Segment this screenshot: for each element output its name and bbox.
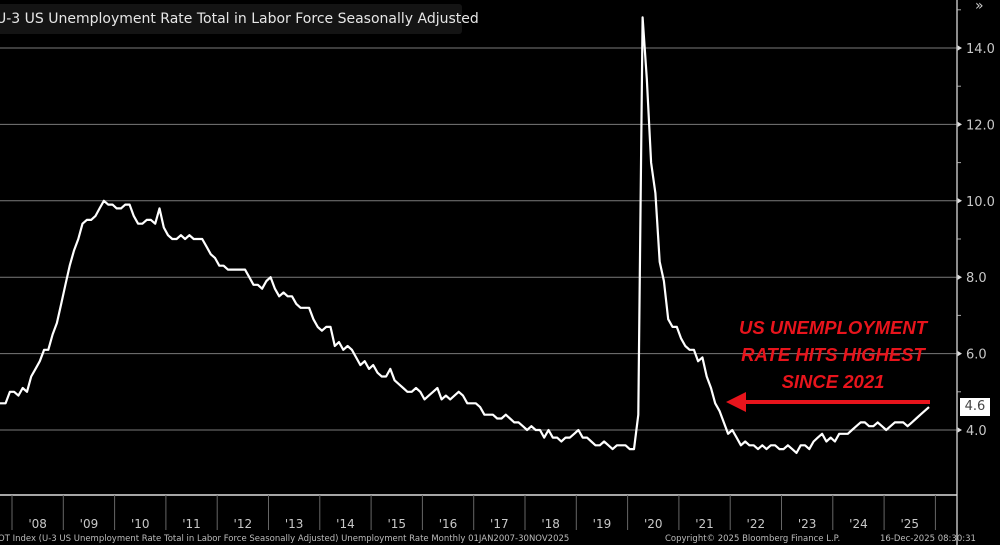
annotation-line: RATE HITS HIGHEST <box>741 344 925 365</box>
x-tick-label: '10 <box>131 517 150 531</box>
x-tick-label: '18 <box>541 517 560 531</box>
annotation-line: SINCE 2021 <box>781 371 885 392</box>
x-tick-label: '08 <box>28 517 47 531</box>
x-tick-label: '25 <box>900 517 919 531</box>
y-tick-label: 8.0 <box>966 271 987 286</box>
y-tick-label: 6.0 <box>966 348 987 363</box>
footer-source: OT Index (U-3 US Unemployment Rate Total… <box>0 534 570 544</box>
unemployment-rate-line <box>0 16 930 454</box>
x-tick-label: '17 <box>490 517 509 531</box>
x-tick-label: '13 <box>285 517 304 531</box>
y-tick-label: 10.0 <box>966 195 995 210</box>
y-tick-label: 14.0 <box>966 42 995 57</box>
y-tick-marker <box>957 427 962 433</box>
x-tick-label: '15 <box>387 517 406 531</box>
y-tick-marker <box>957 45 962 51</box>
x-tick-label: '20 <box>644 517 663 531</box>
x-tick-label: '24 <box>849 517 868 531</box>
annotation-arrowhead <box>726 392 746 412</box>
x-tick-label: '12 <box>234 517 253 531</box>
y-tick-label: 12.0 <box>966 118 995 133</box>
y-tick-marker <box>957 197 962 204</box>
chart-title: U-3 US Unemployment Rate Total in Labor … <box>0 4 479 34</box>
expand-chevrons-icon[interactable]: » <box>975 0 984 14</box>
x-tick-label: '21 <box>695 517 714 531</box>
x-tick-label: '23 <box>798 517 817 531</box>
x-tick-label: '22 <box>747 517 766 531</box>
y-tick-marker <box>957 350 962 357</box>
footer-timestamp: 16-Dec-2025 08:30:31 <box>880 534 976 544</box>
last-value-label: 4.6 <box>960 398 990 416</box>
y-tick-marker <box>957 121 962 128</box>
annotation: US UNEMPLOYMENT RATE HITS HIGHEST SINCE … <box>700 314 966 395</box>
footer-copyright: Copyright© 2025 Bloomberg Finance L.P. <box>665 534 841 544</box>
y-tick-label: 4.0 <box>966 424 987 439</box>
annotation-line: US UNEMPLOYMENT <box>738 317 928 338</box>
x-tick-label: '16 <box>439 517 458 531</box>
x-tick-label: '11 <box>182 517 201 531</box>
x-tick-label: '14 <box>336 517 355 531</box>
y-tick-marker <box>957 274 962 281</box>
x-tick-label: '19 <box>593 517 612 531</box>
x-tick-label: '09 <box>80 517 99 531</box>
